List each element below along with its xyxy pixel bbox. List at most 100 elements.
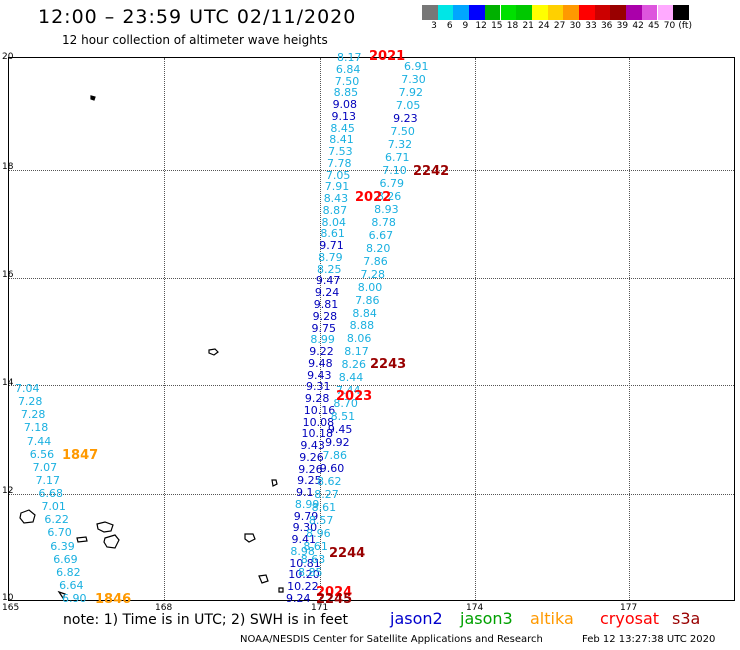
color-scale-label: 39 bbox=[616, 21, 629, 31]
grid-line-171 bbox=[320, 58, 321, 600]
wave-height-value: 8.00 bbox=[357, 280, 383, 294]
color-swatch bbox=[563, 5, 579, 20]
grid-line-174 bbox=[475, 58, 476, 600]
wave-height-value: 6.79 bbox=[379, 176, 405, 190]
wave-height-value: 8.96 bbox=[306, 527, 331, 541]
color-scale-label: 42 bbox=[632, 21, 644, 31]
color-scale-label: 70 bbox=[663, 21, 676, 31]
legend-jason2: jason2 bbox=[390, 609, 443, 628]
track-orbit-label: 2243 bbox=[370, 357, 407, 372]
wave-height-value: 10.81 bbox=[289, 556, 321, 570]
wave-height-value: 9.1 bbox=[295, 486, 314, 500]
color-scale-label: 24 bbox=[538, 21, 550, 31]
y-tick-label: 16 bbox=[2, 270, 14, 280]
color-scale-label: 18 bbox=[506, 21, 519, 31]
grid-line-12 bbox=[9, 494, 734, 495]
color-scale-label: 12 bbox=[475, 21, 487, 31]
wave-height-value: 7.53 bbox=[328, 145, 353, 159]
color-scale-label: 45 bbox=[648, 21, 660, 31]
color-swatch bbox=[579, 5, 595, 20]
color-swatch bbox=[453, 5, 470, 20]
wave-height-value: 6.39 bbox=[50, 539, 75, 553]
grid-line-177 bbox=[629, 58, 630, 600]
wave-height-value: 9.28 bbox=[312, 309, 338, 323]
wave-height-value: 6.69 bbox=[53, 552, 78, 566]
legend-jason3: jason3 bbox=[460, 609, 513, 628]
wave-height-value: 9.28 bbox=[304, 392, 330, 406]
y-tick-label: 14 bbox=[2, 378, 14, 388]
track-orbit-label: 1846 bbox=[95, 592, 132, 607]
color-swatch bbox=[626, 5, 642, 20]
legend-text: jason3 bbox=[460, 609, 513, 628]
wave-height-value: 8.41 bbox=[329, 133, 354, 147]
grid-line-14 bbox=[9, 385, 734, 386]
wave-height-value: 8.27 bbox=[314, 488, 339, 502]
footnote: note: 1) Time is in UTC; 2) SWH is in fe… bbox=[63, 612, 349, 628]
x-tick-label: 165 bbox=[2, 603, 20, 613]
track-orbit-label: 2023 bbox=[336, 389, 373, 404]
wave-height-value: 7.05 bbox=[325, 168, 351, 182]
wave-height-value: 7.86 bbox=[322, 449, 347, 463]
wave-height-value: 8.70 bbox=[333, 397, 358, 411]
wave-height-value: 6.84 bbox=[335, 62, 361, 76]
wave-height-value: 7.92 bbox=[398, 85, 424, 99]
coastline-islands bbox=[19, 95, 284, 600]
wave-height-value: 9.26 bbox=[298, 462, 323, 476]
color-swatch bbox=[484, 5, 501, 20]
wave-height-value: 9.13 bbox=[331, 109, 356, 123]
color-swatch bbox=[469, 5, 485, 20]
color-scale-label: 9 bbox=[462, 21, 469, 31]
x-tick-label: 171 bbox=[311, 603, 329, 613]
credit-line: NOAA/NESDIS Center for Satellite Applica… bbox=[240, 634, 543, 645]
color-swatch bbox=[641, 5, 658, 20]
wave-height-value: 7.04 bbox=[15, 382, 40, 395]
wave-height-value: 6.67 bbox=[368, 228, 394, 242]
wave-height-value: 6.70 bbox=[47, 526, 72, 540]
wave-height-value: 9.45 bbox=[327, 423, 353, 437]
wave-height-value: 8.17 bbox=[344, 345, 369, 359]
y-tick-label: 10 bbox=[2, 593, 14, 603]
legend-altika: altika bbox=[530, 609, 574, 628]
wave-height-value: 9.30 bbox=[292, 521, 318, 535]
wave-height-value: 7.01 bbox=[41, 500, 66, 514]
wave-height-value: 8.61 bbox=[320, 227, 345, 241]
wave-height-value: 7.50 bbox=[334, 74, 360, 88]
wave-height-value: 7.50 bbox=[390, 124, 415, 138]
wave-height-value: 6.91 bbox=[404, 60, 429, 73]
y-tick-label: 20 bbox=[2, 52, 14, 62]
wave-height-value: 9.41 bbox=[291, 533, 317, 547]
wave-height-value: 9.43 bbox=[300, 439, 325, 453]
wave-height-value: 8.99 bbox=[310, 333, 335, 347]
wave-height-value: 9.31 bbox=[305, 380, 331, 394]
wave-height-value: 7.78 bbox=[327, 156, 352, 170]
color-scale-label: 27 bbox=[553, 21, 566, 31]
wave-height-value: 7.32 bbox=[387, 137, 413, 151]
color-scale-label: (ft) bbox=[678, 21, 692, 31]
legend-cryosat: cryosat bbox=[600, 609, 659, 628]
wave-height-value: 7.86 bbox=[355, 293, 380, 307]
wave-height-value: 8.44 bbox=[338, 371, 364, 385]
wave-height-value: 9.25 bbox=[297, 474, 322, 488]
wave-height-value: 8.99 bbox=[294, 497, 320, 511]
wave-height-value: 7.10 bbox=[382, 163, 407, 177]
legend-s3a: s3a bbox=[672, 609, 700, 628]
wave-height-value: 8.84 bbox=[352, 306, 377, 320]
color-scale-label: 21 bbox=[522, 21, 534, 31]
wave-height-value: 8.78 bbox=[371, 215, 396, 229]
wave-height-value: 6.68 bbox=[38, 487, 64, 500]
wave-height-value: 7.86 bbox=[363, 254, 388, 268]
wave-height-value: 9.48 bbox=[308, 356, 333, 370]
wave-height-value: 9.22 bbox=[309, 345, 334, 359]
color-scale-label: 6 bbox=[446, 21, 453, 31]
track-orbit-label: 2021 bbox=[369, 49, 406, 64]
wave-height-value: 9.43 bbox=[307, 368, 332, 382]
color-swatch bbox=[437, 5, 454, 20]
generated-timestamp: Feb 12 13:27:38 UTC 2020 bbox=[582, 634, 716, 645]
wave-height-value: 7.28 bbox=[360, 267, 386, 281]
track-orbit-label: 2022 bbox=[355, 190, 392, 205]
wave-height-value: 8.04 bbox=[321, 215, 346, 229]
track-orbit-label: 2245 bbox=[316, 592, 353, 607]
wave-height-value: 8.51 bbox=[330, 410, 356, 424]
map-plot-area bbox=[8, 57, 735, 601]
x-tick-label: 168 bbox=[155, 603, 173, 613]
